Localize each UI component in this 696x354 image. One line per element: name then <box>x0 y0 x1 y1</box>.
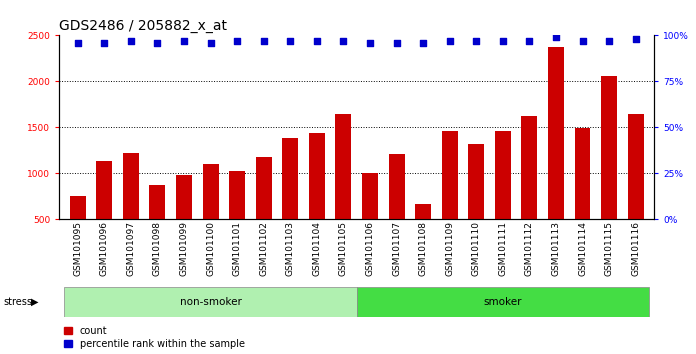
Point <box>232 38 243 44</box>
Bar <box>388 154 404 266</box>
Point <box>603 38 615 44</box>
Point <box>630 36 641 42</box>
Bar <box>468 144 484 266</box>
Text: stress: stress <box>3 297 33 307</box>
Point <box>285 38 296 44</box>
Point <box>258 38 269 44</box>
Bar <box>362 172 378 266</box>
Bar <box>574 129 590 266</box>
Point <box>365 40 376 46</box>
Bar <box>123 153 139 266</box>
Bar <box>150 184 166 266</box>
Bar <box>203 164 219 266</box>
Bar <box>229 171 245 266</box>
Point <box>152 40 163 46</box>
Point <box>205 40 216 46</box>
Bar <box>442 131 458 266</box>
Point <box>418 40 429 46</box>
Point <box>470 38 482 44</box>
Point <box>391 40 402 46</box>
Bar <box>628 114 644 266</box>
Point <box>497 38 508 44</box>
Point <box>311 38 322 44</box>
Bar <box>70 195 86 266</box>
Bar <box>335 114 351 266</box>
Point <box>338 38 349 44</box>
Bar <box>357 287 649 317</box>
Bar <box>548 47 564 266</box>
Text: non-smoker: non-smoker <box>180 297 242 307</box>
Bar <box>283 138 299 266</box>
Point <box>99 40 110 46</box>
Bar <box>495 131 511 266</box>
Text: ▶: ▶ <box>31 297 38 307</box>
Bar <box>176 175 192 266</box>
Point <box>125 38 136 44</box>
Bar <box>309 133 325 266</box>
Point <box>72 40 84 46</box>
Bar <box>255 157 271 266</box>
Point <box>444 38 455 44</box>
Bar <box>521 116 537 266</box>
Text: smoker: smoker <box>484 297 522 307</box>
Bar <box>65 287 356 317</box>
Bar <box>96 161 112 266</box>
Bar <box>415 204 431 266</box>
Legend: count, percentile rank within the sample: count, percentile rank within the sample <box>64 326 244 349</box>
Point <box>178 38 189 44</box>
Point <box>524 38 535 44</box>
Point <box>551 34 562 40</box>
Text: GDS2486 / 205882_x_at: GDS2486 / 205882_x_at <box>59 19 227 33</box>
Point <box>577 38 588 44</box>
Bar <box>601 76 617 266</box>
